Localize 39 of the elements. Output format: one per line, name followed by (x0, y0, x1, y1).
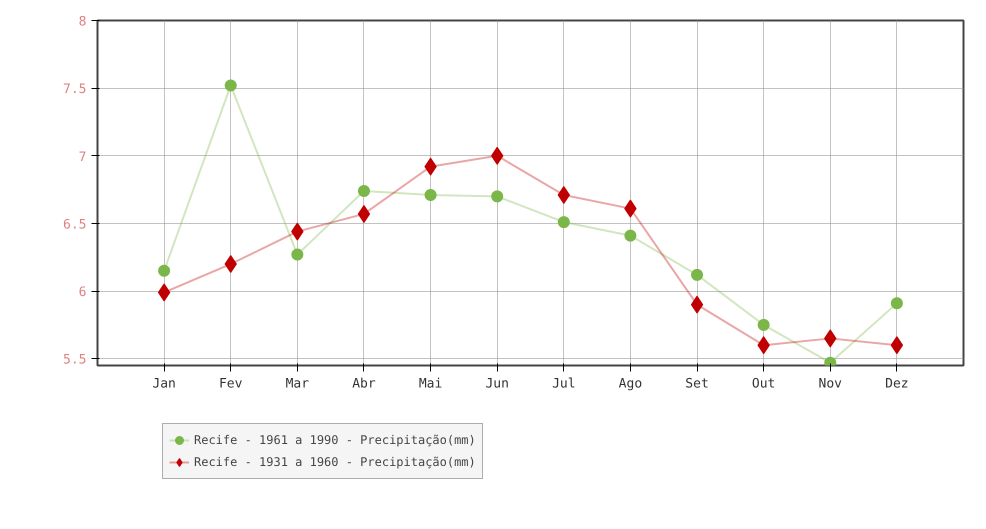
point (424, 158, 437, 176)
point (224, 79, 237, 92)
x-tick-label: Nov (818, 376, 842, 392)
point (624, 230, 636, 242)
y-tick-label: 8 (78, 14, 86, 30)
x-tick-label: Dez (885, 376, 909, 392)
x-tick-label: Mar (286, 376, 310, 392)
y-tick-label: 6.5 (63, 217, 87, 232)
point (158, 264, 170, 277)
x-tick-label: Out (752, 376, 776, 392)
x-tick-label: Jan (152, 376, 176, 392)
point (358, 204, 370, 223)
legend-label: Recife - 1961 a 1990 - Precipitação(mm) (194, 433, 476, 447)
legend-label: Recife - 1931 a 1960 - Precipitação(mm) (194, 455, 476, 469)
x-tick-label: Jul (552, 376, 576, 392)
x-tick-label: Fev (218, 376, 243, 392)
x-tick-label: Jun (485, 376, 509, 392)
x-tick-label: Mai (418, 376, 442, 392)
x-tick-label: Abr (352, 376, 376, 392)
point (291, 248, 304, 261)
x-tick-label: Set (685, 376, 709, 392)
point (757, 336, 770, 354)
point (424, 189, 437, 202)
point (624, 200, 637, 218)
point (158, 283, 170, 302)
point (691, 268, 704, 281)
point (890, 336, 904, 354)
y-tick-label: 7.5 (63, 82, 87, 98)
point (890, 297, 903, 310)
y-tick-label: 5.5 (63, 352, 87, 368)
point (690, 296, 704, 314)
point (358, 184, 370, 197)
point (758, 318, 770, 331)
x-tick-label: Ago (618, 376, 642, 392)
y-tick-label: 7 (78, 150, 86, 165)
point (558, 216, 570, 228)
point (291, 222, 304, 241)
point (491, 190, 504, 202)
y-tick-label: 6 (78, 285, 86, 300)
